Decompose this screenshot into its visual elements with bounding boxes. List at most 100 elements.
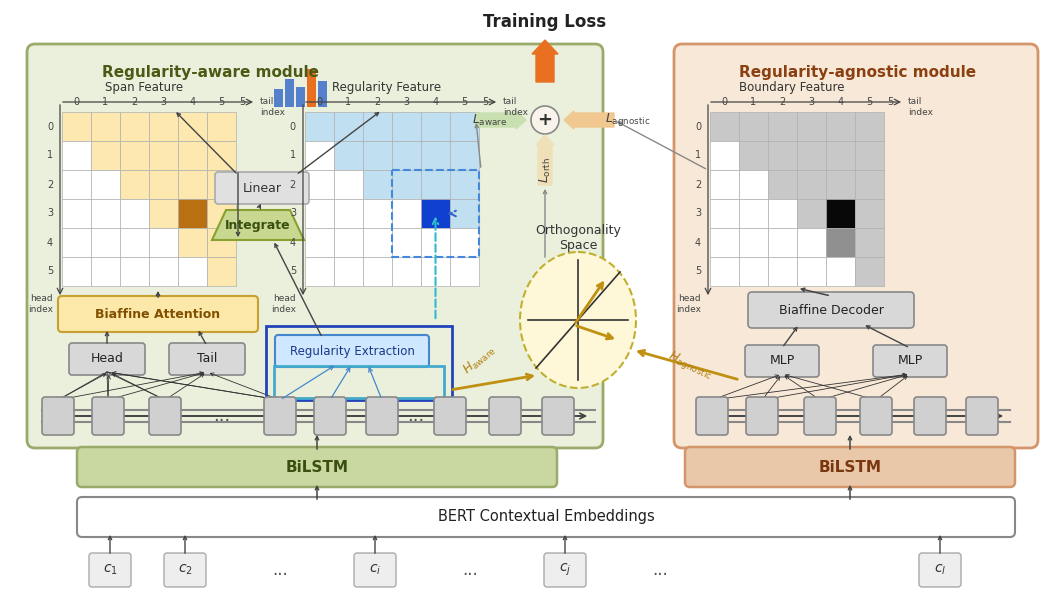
Bar [120,170,149,199]
FancyArrow shape [532,40,558,82]
FancyBboxPatch shape [489,397,521,435]
Bar [710,199,739,228]
Bar [826,112,855,141]
Bar [149,199,178,228]
FancyBboxPatch shape [434,397,466,435]
Text: 1: 1 [102,97,109,107]
Bar [363,112,392,141]
Text: 5: 5 [462,97,467,107]
Bar [710,112,739,141]
Bar [334,112,363,141]
Text: 1: 1 [750,97,757,107]
Text: 0: 0 [47,122,53,132]
Bar [305,141,334,170]
Text: 1: 1 [289,150,296,161]
Text: $L_{\rm aware}$: $L_{\rm aware}$ [472,113,508,127]
Text: head
index: head index [676,294,701,314]
Bar [392,141,421,170]
Bar [120,257,149,286]
Bar [363,141,392,170]
Text: 3: 3 [47,208,53,219]
Bar [178,228,207,257]
FancyArrow shape [564,111,614,129]
Bar [207,199,236,228]
Bar [120,228,149,257]
Text: 4: 4 [47,238,53,247]
Text: $H_{\rm aware}$: $H_{\rm aware}$ [461,342,500,378]
Bar [305,257,334,286]
Text: 0: 0 [721,97,727,107]
FancyBboxPatch shape [966,397,998,435]
FancyBboxPatch shape [686,447,1015,487]
Bar [305,170,334,199]
Bar [62,228,91,257]
Text: 2: 2 [780,97,786,107]
FancyBboxPatch shape [215,172,309,204]
Bar [62,199,91,228]
Bar [305,228,334,257]
Text: 4: 4 [289,238,296,247]
Bar [296,87,305,107]
Text: 2: 2 [374,97,380,107]
Text: MLP: MLP [898,354,923,367]
Bar [149,112,178,141]
Circle shape [531,106,559,134]
Bar [855,112,884,141]
FancyBboxPatch shape [314,397,346,435]
FancyBboxPatch shape [77,447,557,487]
Bar [363,199,392,228]
Text: $c_l$: $c_l$ [934,563,946,577]
Bar [363,228,392,257]
Bar [120,199,149,228]
Bar [120,112,149,141]
Text: ...: ... [213,407,231,425]
FancyBboxPatch shape [542,397,574,435]
FancyBboxPatch shape [69,343,145,375]
Bar [421,199,450,228]
Bar [334,170,363,199]
Bar [274,366,444,398]
Bar [307,69,316,107]
Text: 5: 5 [695,267,701,276]
Bar [91,199,120,228]
Bar [62,170,91,199]
Bar [178,199,207,228]
Text: 2: 2 [132,97,138,107]
Bar [178,170,207,199]
Text: 0: 0 [317,97,323,107]
Bar [149,257,178,286]
Bar [334,228,363,257]
FancyBboxPatch shape [59,296,258,332]
Bar [450,199,479,228]
Text: ...: ... [652,561,668,579]
Text: 4: 4 [189,97,195,107]
Text: 0: 0 [695,122,701,132]
Text: Regularity Feature: Regularity Feature [332,82,442,94]
Bar [62,112,91,141]
Bar [710,228,739,257]
Text: 5: 5 [239,97,246,107]
Text: 2: 2 [47,180,53,189]
Bar [421,257,450,286]
Bar [710,170,739,199]
FancyBboxPatch shape [149,397,181,435]
Bar [421,112,450,141]
Text: 3: 3 [161,97,166,107]
Bar [421,141,450,170]
Text: Head: Head [91,353,123,365]
Bar [334,141,363,170]
Text: Training Loss: Training Loss [484,13,606,31]
FancyBboxPatch shape [169,343,245,375]
Text: Biaffine Attention: Biaffine Attention [95,308,220,320]
Bar [826,199,855,228]
Text: 5: 5 [482,97,488,107]
FancyBboxPatch shape [748,292,914,328]
Bar [739,228,768,257]
Text: Regularity-aware module: Regularity-aware module [101,65,319,80]
Bar [826,170,855,199]
Text: 2: 2 [289,180,296,189]
Bar [739,170,768,199]
FancyBboxPatch shape [746,397,777,435]
FancyBboxPatch shape [354,553,396,587]
FancyBboxPatch shape [164,553,206,587]
